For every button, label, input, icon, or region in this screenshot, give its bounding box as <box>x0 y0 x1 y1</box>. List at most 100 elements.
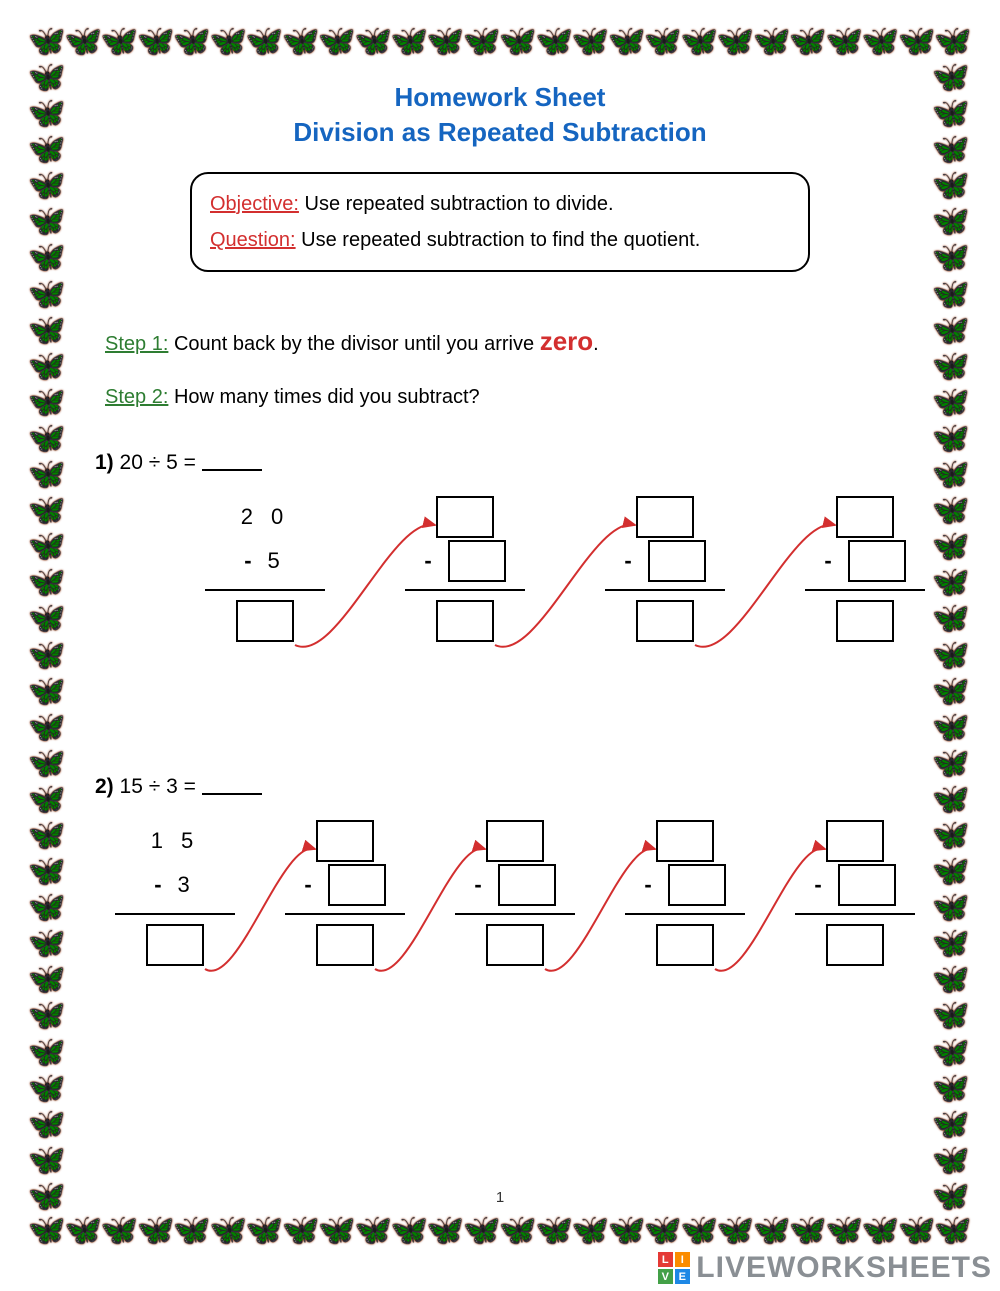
butterfly-icon: 🦋 <box>934 566 968 600</box>
divisor: 3 <box>178 872 196 898</box>
subtraction-column: 1 5- 3 <box>105 819 245 967</box>
butterfly-icon: 🦋 <box>30 278 64 312</box>
answer-box[interactable] <box>656 820 714 862</box>
butterfly-icon: 🦋 <box>465 25 499 59</box>
butterfly-icon: 🦋 <box>934 494 968 528</box>
butterfly-icon: 🦋 <box>30 350 64 384</box>
butterfly-icon: 🦋 <box>30 1072 64 1106</box>
answer-box[interactable] <box>656 924 714 966</box>
problem-1-work: 2 0- 5--- <box>85 495 915 705</box>
subtraction-column: - <box>445 819 585 967</box>
butterfly-icon: 🦋 <box>934 530 968 564</box>
butterfly-icon: 🦋 <box>934 1072 968 1106</box>
step1-text-b: . <box>593 333 599 355</box>
step1-zero: zero <box>540 326 593 356</box>
answer-box[interactable] <box>436 600 494 642</box>
answer-box[interactable] <box>826 924 884 966</box>
butterfly-icon: 🦋 <box>30 458 64 492</box>
butterfly-icon: 🦋 <box>30 819 64 853</box>
answer-box[interactable] <box>328 864 386 906</box>
butterfly-icon: 🦋 <box>934 314 968 348</box>
butterfly-icon: 🦋 <box>30 169 64 203</box>
butterfly-icon: 🦋 <box>934 169 968 203</box>
subtraction-column: - <box>785 819 925 967</box>
butterfly-icon: 🦋 <box>102 25 136 59</box>
answer-box[interactable] <box>648 540 706 582</box>
rule-line <box>285 913 405 915</box>
butterfly-icon: 🦋 <box>30 891 64 925</box>
border-left: 🦋🦋🦋🦋🦋🦋🦋🦋🦋🦋🦋🦋🦋🦋🦋🦋🦋🦋🦋🦋🦋🦋🦋🦋🦋🦋🦋🦋🦋🦋🦋🦋 <box>30 61 66 1214</box>
butterfly-icon: 🦋 <box>646 25 680 59</box>
butterfly-icon: 🦋 <box>30 1214 64 1248</box>
butterfly-icon: 🦋 <box>30 133 64 167</box>
answer-box[interactable] <box>668 864 726 906</box>
butterfly-icon: 🦋 <box>30 711 64 745</box>
answer-box[interactable] <box>448 540 506 582</box>
answer-box[interactable] <box>486 924 544 966</box>
answer-box[interactable] <box>636 600 694 642</box>
rule-line <box>455 913 575 915</box>
butterfly-icon: 🦋 <box>211 25 245 59</box>
watermark: LI VE LIVEWORKSHEETS <box>658 1251 992 1285</box>
answer-box[interactable] <box>838 864 896 906</box>
answer-box[interactable] <box>836 496 894 538</box>
butterfly-icon: 🦋 <box>30 927 64 961</box>
subtraction-column: - <box>795 495 935 643</box>
minus-sign: - <box>304 872 311 898</box>
butterfly-icon: 🦋 <box>30 1108 64 1142</box>
minus-sign: - <box>644 872 651 898</box>
answer-box[interactable] <box>436 496 494 538</box>
minus-sign: - <box>624 548 631 574</box>
answer-box[interactable] <box>636 496 694 538</box>
butterfly-icon: 🦋 <box>827 1214 861 1248</box>
problem-2-work: 1 5- 3---- <box>85 819 915 1029</box>
problem-1-expr: 20 ÷ 5 = <box>114 451 196 474</box>
rule-line <box>795 913 915 915</box>
subtraction-column: 2 0- 5 <box>195 495 335 643</box>
subtraction-column: - <box>395 495 535 643</box>
butterfly-icon: 🦋 <box>934 241 968 275</box>
butterfly-icon: 🦋 <box>863 1214 897 1248</box>
answer-box[interactable] <box>498 864 556 906</box>
butterfly-icon: 🦋 <box>284 1214 318 1248</box>
answer-box[interactable] <box>316 924 374 966</box>
butterfly-icon: 🦋 <box>537 1214 571 1248</box>
answer-box[interactable] <box>826 820 884 862</box>
butterfly-icon: 🦋 <box>175 1214 209 1248</box>
butterfly-icon: 🦋 <box>934 927 968 961</box>
step2-text: How many times did you subtract? <box>168 386 479 408</box>
butterfly-icon: 🦋 <box>934 1144 968 1178</box>
dividend: 2 0 <box>195 495 335 539</box>
butterfly-icon: 🦋 <box>934 711 968 745</box>
minus-sign: - <box>154 872 161 898</box>
butterfly-icon: 🦋 <box>934 1108 968 1142</box>
border-right: 🦋🦋🦋🦋🦋🦋🦋🦋🦋🦋🦋🦋🦋🦋🦋🦋🦋🦋🦋🦋🦋🦋🦋🦋🦋🦋🦋🦋🦋🦋🦋🦋 <box>934 61 970 1214</box>
butterfly-icon: 🦋 <box>30 97 64 131</box>
question-label: Question: <box>210 229 296 251</box>
answer-box[interactable] <box>848 540 906 582</box>
divisor: 5 <box>268 548 286 574</box>
butterfly-icon: 🦋 <box>139 25 173 59</box>
butterfly-icon: 🦋 <box>755 1214 789 1248</box>
answer-box[interactable] <box>836 600 894 642</box>
butterfly-icon: 🦋 <box>934 639 968 673</box>
butterfly-icon: 🦋 <box>429 1214 463 1248</box>
answer-box[interactable] <box>146 924 204 966</box>
butterfly-icon: 🦋 <box>175 25 209 59</box>
answer-box[interactable] <box>316 820 374 862</box>
butterfly-icon: 🦋 <box>30 602 64 636</box>
answer-box[interactable] <box>486 820 544 862</box>
butterfly-icon: 🦋 <box>30 494 64 528</box>
objective-line: Objective: Use repeated subtraction to d… <box>210 186 790 222</box>
butterfly-icon: 🦋 <box>392 1214 426 1248</box>
butterfly-icon: 🦋 <box>30 566 64 600</box>
answer-blank-2[interactable] <box>202 793 262 795</box>
subtraction-column: - <box>595 495 735 643</box>
answer-blank-1[interactable] <box>202 469 262 471</box>
steps: Step 1: Count back by the divisor until … <box>105 310 915 420</box>
butterfly-icon: 🦋 <box>30 963 64 997</box>
butterfly-icon: 🦋 <box>791 1214 825 1248</box>
answer-box[interactable] <box>236 600 294 642</box>
butterfly-icon: 🦋 <box>574 25 608 59</box>
butterfly-icon: 🦋 <box>30 639 64 673</box>
